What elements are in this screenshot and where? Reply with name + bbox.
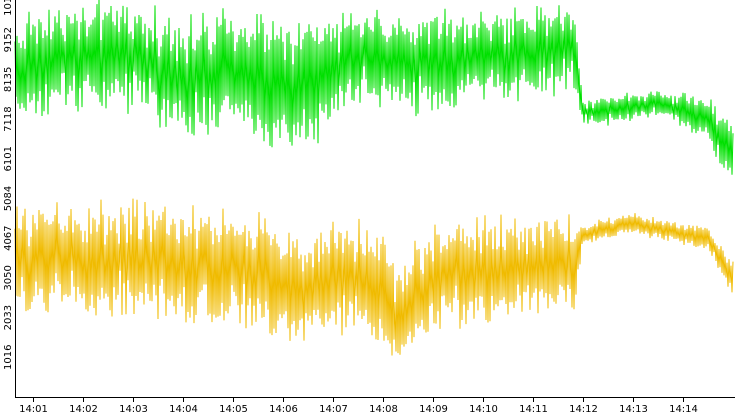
x-tick-label: 14:12 xyxy=(569,404,598,415)
y-tick-label: 3050 xyxy=(3,265,14,290)
y-tick-label: 1016 xyxy=(3,345,14,370)
y-tick-label: 2033 xyxy=(3,305,14,330)
x-tick-label: 14:13 xyxy=(619,404,648,415)
x-tick-label: 14:08 xyxy=(369,404,398,415)
y-axis-ticks: 1016 2033 3050 4067 5084 6101 7118 8135 9152 1016… xyxy=(3,0,14,370)
x-tick-label: 14:05 xyxy=(219,404,248,415)
x-tick-label: 14:14 xyxy=(669,404,698,415)
y-tick-label: 7118 xyxy=(3,106,14,131)
series-layer xyxy=(14,0,734,356)
y-tick-label: 10169 xyxy=(3,0,14,16)
y-tick-label: 9152 xyxy=(3,27,14,52)
x-tick-label: 14:03 xyxy=(119,404,148,415)
x-axis-ticks: 14:01 14:02 14:03 14:04 14:05 14:06 14:07 14:08… xyxy=(19,397,698,415)
x-tick-label: 14:04 xyxy=(169,404,198,415)
x-tick-label: 14:02 xyxy=(69,404,98,415)
x-tick-label: 14:10 xyxy=(469,404,498,415)
x-tick-label: 14:07 xyxy=(319,404,348,415)
series-line-2 xyxy=(14,198,734,356)
y-tick-label: 8135 xyxy=(3,67,14,92)
x-tick-label: 14:06 xyxy=(269,404,298,415)
series-line-1 xyxy=(14,0,734,175)
y-tick-label: 4067 xyxy=(3,225,14,250)
x-tick-label: 14:11 xyxy=(519,404,548,415)
x-tick-label: 14:01 xyxy=(19,404,48,415)
x-tick-label: 14:09 xyxy=(419,404,448,415)
y-tick-label: 5084 xyxy=(3,186,14,211)
y-tick-label: 6101 xyxy=(3,146,14,171)
